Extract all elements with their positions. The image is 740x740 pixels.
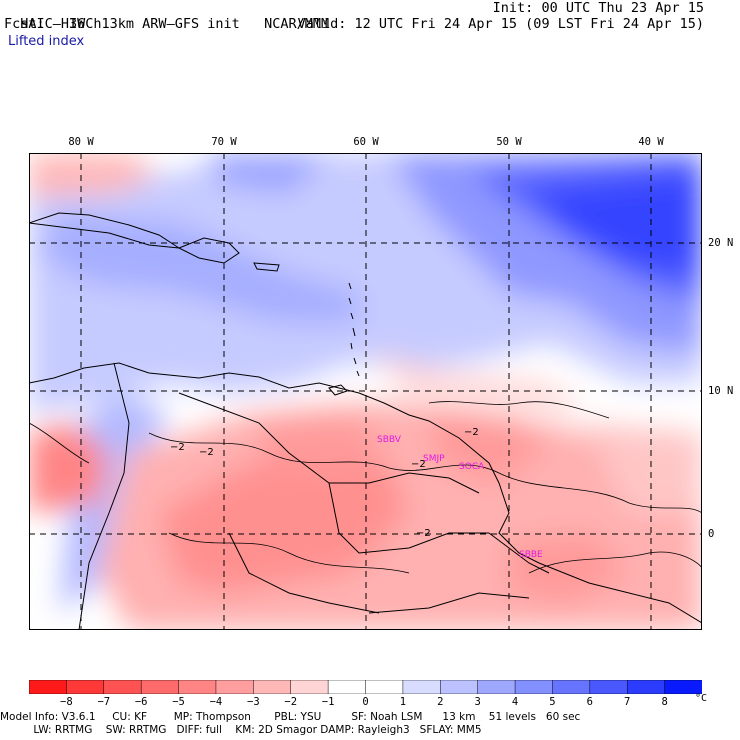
colorbar-tick-label: 1 — [399, 696, 407, 708]
colorbar-tick-label: −7 — [97, 696, 111, 708]
colorbar-swatch — [103, 680, 142, 694]
model-title: HAIC–HIWC 13km ARW–GFS init NCAR/MMM — [4, 0, 329, 32]
island-chain — [328, 282, 360, 396]
station-label-smjp: SMJP — [423, 454, 445, 464]
colorbar-swatch — [29, 680, 68, 694]
station-label-sbbe: SBBE — [519, 550, 543, 560]
coastlines — [29, 212, 702, 630]
colorbar-swatch — [477, 680, 516, 694]
graticule — [29, 153, 702, 630]
colorbar-tick-label: 7 — [624, 696, 631, 708]
colorbar-tick-label: 0 — [362, 696, 369, 708]
contour-label: −2 — [464, 427, 479, 438]
colorbar-tick-label: −8 — [60, 696, 73, 708]
lifted-index-map: −2 −2 −2 −2 −2 SBBV SMJP SOCA SBBE — [29, 153, 702, 630]
model-info-line1: Model Info: V3.6.1 CU: KF MP: Thompson P… — [0, 711, 581, 723]
colorbar-swatch — [440, 680, 479, 694]
colorbar-swatch — [626, 680, 666, 694]
station-label-sbbv: SBBV — [377, 435, 402, 445]
colorbar-tick-label: −1 — [321, 696, 335, 708]
org-name: NCAR/MMM — [264, 16, 330, 32]
colorbar-swatch — [589, 680, 628, 694]
lon-label-80w: 80 W — [68, 136, 94, 148]
lat-label-10n: 10 N — [708, 385, 734, 397]
lon-label-40w: 40 W — [638, 136, 664, 148]
valid-time: Valid: 12 UTC Fri 24 Apr 15 (09 LST Fri … — [297, 16, 704, 32]
colorbar-swatch — [365, 680, 404, 694]
map-frame — [29, 153, 702, 630]
contours — [29, 401, 702, 574]
colorbar-tick-label: −6 — [134, 696, 148, 708]
colorbar-tick-label: 3 — [474, 696, 481, 708]
contour-label: −2 — [411, 459, 426, 470]
colorbar-tick-label: 4 — [511, 696, 519, 708]
init-time: Init: 00 UTC Thu 23 Apr 15 — [492, 0, 704, 16]
lat-label-0: 0 — [708, 528, 715, 540]
lon-label-70w: 70 W — [211, 136, 237, 148]
contour-label: −2 — [199, 447, 214, 458]
colorbar-swatch — [140, 680, 180, 694]
colorbar-unit: °C — [695, 693, 708, 704]
lifted-index-shading — [29, 153, 702, 630]
field-name: Lifted index — [8, 34, 85, 49]
colorbar-swatch — [66, 680, 105, 694]
colorbar-tick-label: −5 — [172, 696, 185, 708]
colorbar-swatch — [215, 680, 255, 694]
forecast-hour: Fcst: 36 h — [4, 16, 102, 32]
colorbar-swatch — [290, 680, 329, 694]
lon-label-60w: 60 W — [353, 136, 379, 148]
model-name: HAIC–HIWC 13km ARW–GFS init — [20, 16, 240, 32]
colorbar-swatch — [327, 680, 367, 694]
colorbar-tick-label: 6 — [586, 696, 593, 708]
station-label-soca: SOCA — [459, 462, 485, 472]
lon-label-50w: 50 W — [496, 136, 522, 148]
colorbar-tick-label: −3 — [247, 696, 260, 708]
colorbar-swatch — [178, 680, 217, 694]
colorbar-swatch — [552, 680, 591, 694]
colorbar-tick-label: 8 — [661, 696, 668, 708]
colorbar-swatch — [402, 680, 442, 694]
colorbar-tick-label: 5 — [549, 696, 556, 708]
colorbar-swatch — [253, 680, 292, 694]
colorbar-tick-label: −4 — [209, 696, 223, 708]
colorbar — [29, 680, 702, 694]
model-info-line2: LW: RRTMG SW: RRTMG DIFF: full KM: 2D Sm… — [0, 724, 482, 736]
contour-label: −2 — [416, 528, 431, 539]
colorbar-swatch — [664, 680, 702, 694]
contour-label: −2 — [170, 442, 185, 453]
lat-label-20n: 20 N — [708, 237, 734, 249]
colorbar-tick-label: −2 — [284, 696, 298, 708]
colorbar-swatch — [514, 680, 554, 694]
colorbar-tick-label: 2 — [437, 696, 444, 708]
